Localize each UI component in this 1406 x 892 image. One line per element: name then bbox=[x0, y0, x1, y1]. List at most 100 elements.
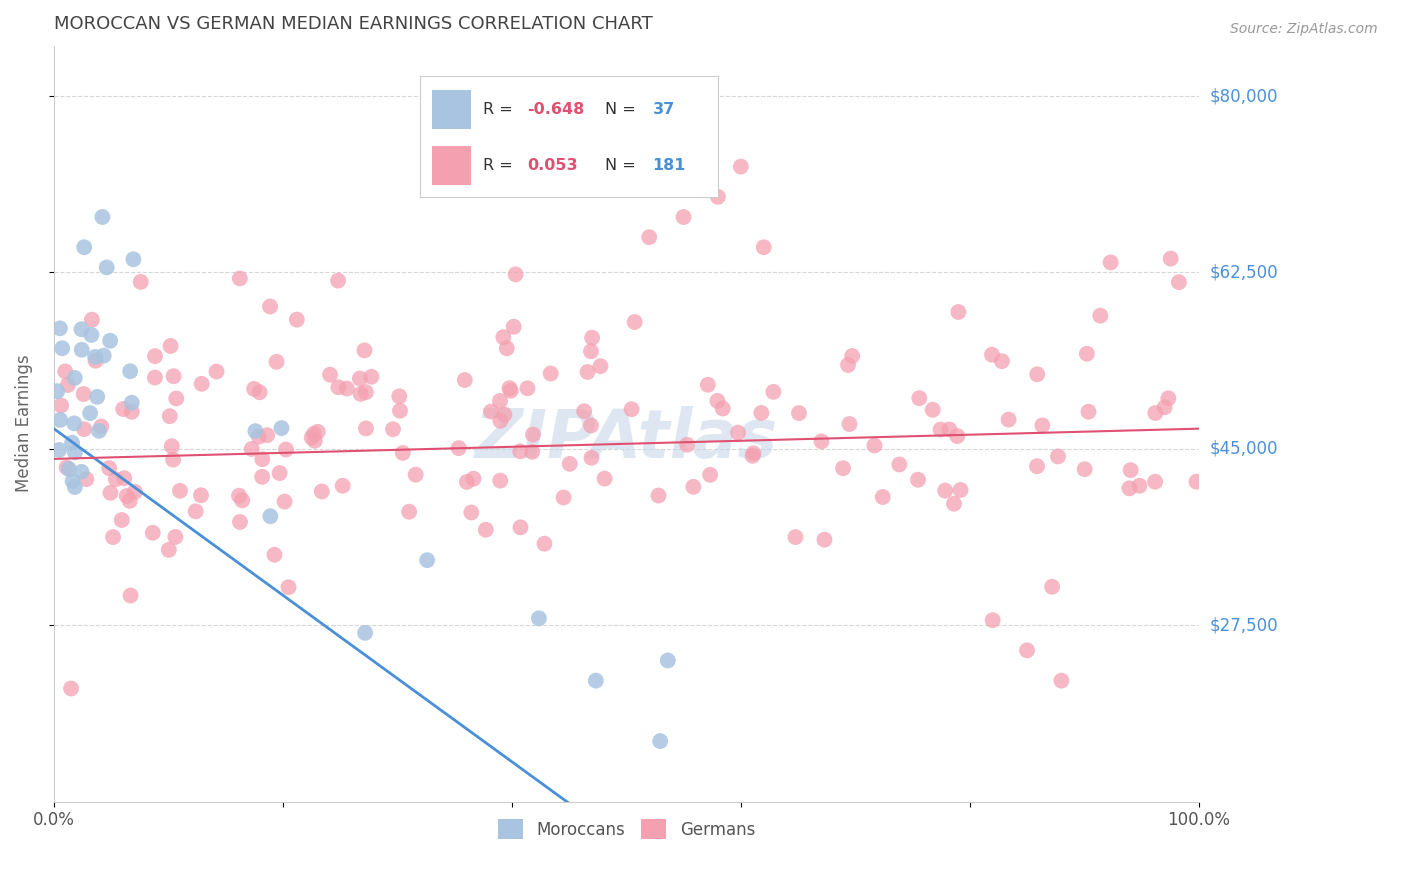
Point bbox=[382, 422, 405, 436]
Point bbox=[129, 275, 152, 289]
Point bbox=[647, 489, 669, 503]
Point bbox=[266, 355, 288, 369]
Point bbox=[90, 419, 112, 434]
Point bbox=[48, 442, 70, 457]
Point bbox=[159, 339, 181, 353]
Point bbox=[79, 406, 101, 420]
Point bbox=[929, 423, 952, 437]
Point bbox=[70, 465, 93, 479]
Point bbox=[354, 625, 377, 640]
Point bbox=[46, 384, 69, 398]
Point bbox=[302, 426, 325, 441]
Point bbox=[388, 389, 411, 403]
Point bbox=[981, 613, 1004, 627]
Point bbox=[730, 160, 752, 174]
Point bbox=[522, 427, 544, 442]
Point bbox=[104, 472, 127, 486]
Point bbox=[349, 387, 371, 401]
Point bbox=[162, 452, 184, 467]
Point bbox=[889, 458, 911, 472]
Point bbox=[80, 327, 103, 342]
Point bbox=[60, 681, 83, 696]
Point bbox=[585, 673, 607, 688]
Point bbox=[55, 460, 77, 475]
Point bbox=[489, 414, 512, 428]
Point bbox=[87, 424, 110, 438]
Point bbox=[509, 444, 531, 458]
Point bbox=[558, 457, 581, 471]
Point bbox=[398, 505, 420, 519]
Point bbox=[73, 240, 96, 254]
Point bbox=[463, 472, 485, 486]
Point bbox=[1099, 255, 1122, 269]
Point bbox=[711, 401, 734, 416]
Point bbox=[259, 509, 281, 524]
Point bbox=[727, 425, 749, 440]
Point bbox=[190, 376, 212, 391]
Point bbox=[56, 378, 79, 392]
Point bbox=[53, 364, 76, 378]
Point bbox=[165, 530, 187, 544]
Point bbox=[228, 489, 250, 503]
Point bbox=[475, 523, 498, 537]
Point bbox=[527, 611, 550, 625]
Point bbox=[741, 449, 763, 463]
Point bbox=[1076, 347, 1098, 361]
Point bbox=[247, 430, 270, 444]
Point bbox=[120, 589, 142, 603]
Point bbox=[752, 240, 775, 254]
Point bbox=[682, 480, 704, 494]
Point bbox=[454, 373, 477, 387]
Point bbox=[456, 475, 478, 489]
Point bbox=[190, 488, 212, 502]
Point bbox=[742, 446, 765, 460]
Point bbox=[1185, 475, 1208, 489]
Point bbox=[354, 385, 377, 400]
Point bbox=[301, 431, 323, 445]
Point bbox=[304, 434, 326, 448]
Point bbox=[70, 343, 93, 357]
Point bbox=[111, 513, 134, 527]
Point bbox=[838, 417, 860, 431]
Point bbox=[416, 553, 439, 567]
Point bbox=[699, 467, 721, 482]
Point bbox=[159, 409, 181, 424]
Point bbox=[122, 252, 145, 267]
Point bbox=[638, 230, 661, 244]
Point bbox=[263, 548, 285, 562]
Point bbox=[672, 210, 695, 224]
Point bbox=[1118, 481, 1140, 495]
Point bbox=[581, 331, 603, 345]
Point bbox=[63, 445, 86, 459]
Point bbox=[1031, 418, 1053, 433]
Point bbox=[229, 271, 252, 285]
Point bbox=[63, 480, 86, 494]
Point bbox=[160, 439, 183, 453]
Text: Source: ZipAtlas.com: Source: ZipAtlas.com bbox=[1230, 22, 1378, 37]
Point bbox=[787, 406, 810, 420]
Point bbox=[499, 384, 522, 398]
Point bbox=[1026, 368, 1049, 382]
Point bbox=[86, 390, 108, 404]
Point bbox=[502, 319, 524, 334]
Point bbox=[72, 387, 94, 401]
Point bbox=[165, 392, 187, 406]
Point bbox=[98, 334, 121, 348]
Point bbox=[907, 473, 929, 487]
Point bbox=[70, 322, 93, 336]
Point bbox=[60, 435, 83, 450]
Point bbox=[749, 406, 772, 420]
Point bbox=[184, 504, 207, 518]
Point bbox=[762, 384, 785, 399]
Point bbox=[118, 494, 141, 508]
Point bbox=[124, 484, 146, 499]
Point bbox=[112, 471, 135, 485]
Point bbox=[492, 330, 515, 344]
Point bbox=[447, 441, 470, 455]
Point bbox=[277, 580, 299, 594]
Point bbox=[58, 462, 80, 476]
Point bbox=[1119, 463, 1142, 477]
Point bbox=[505, 268, 527, 282]
Point bbox=[307, 425, 329, 439]
Point bbox=[1015, 643, 1038, 657]
